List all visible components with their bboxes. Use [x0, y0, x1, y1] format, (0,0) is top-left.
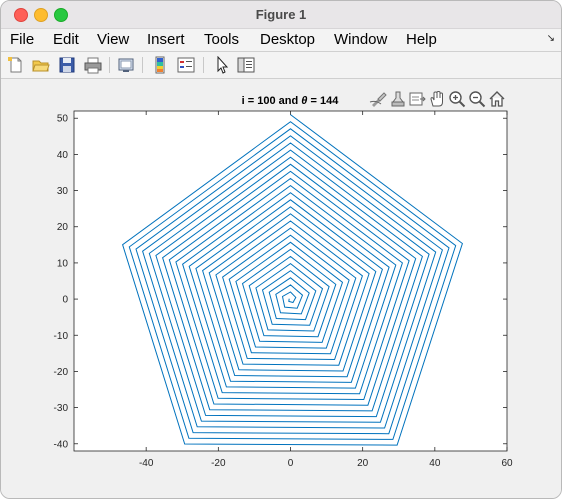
menu-tools[interactable]: Tools [204, 31, 240, 48]
insert-legend-icon[interactable] [177, 56, 195, 74]
plot-title-prefix: i = 100 and [241, 95, 302, 107]
y-tick-label: 40 [57, 150, 69, 161]
x-tick-label: 20 [357, 458, 369, 469]
star-spiral-line [122, 114, 463, 446]
pointer-icon[interactable] [213, 56, 231, 74]
menu-help[interactable]: Help [406, 31, 437, 48]
property-inspector-icon[interactable] [237, 56, 255, 74]
menu-edit[interactable]: Edit [53, 31, 79, 48]
window-title: Figure 1 [255, 7, 307, 22]
zoom-out-icon[interactable] [468, 90, 486, 108]
export-icon[interactable] [408, 90, 426, 108]
y-tick-label: 10 [57, 258, 69, 269]
menu-file[interactable]: File [10, 31, 35, 48]
figure-toolbar [1, 52, 561, 79]
menu-window[interactable]: Window [334, 31, 388, 48]
brush-icon[interactable] [369, 90, 387, 108]
open-file-icon[interactable] [32, 56, 50, 74]
y-tick-label: 50 [57, 114, 69, 125]
x-tick-label: 0 [288, 458, 294, 469]
title-bar: Figure 1 [1, 1, 561, 29]
y-tick-label: 20 [57, 222, 69, 233]
plot-title: i = 100 and θ = 144 [185, 95, 395, 107]
plot-title-suffix: = 144 [307, 95, 339, 107]
toolbar-separator [142, 57, 143, 73]
toolbar-separator [203, 57, 204, 73]
minimize-window-button[interactable] [34, 8, 48, 22]
zoom-in-icon[interactable] [448, 90, 466, 108]
y-tick-label: -40 [54, 439, 69, 450]
menu-view[interactable]: View [97, 31, 130, 48]
toolbar-separator [109, 57, 110, 73]
menu-desktop[interactable]: Desktop [260, 31, 316, 48]
menu-insert[interactable]: Insert [147, 31, 185, 48]
close-window-button[interactable] [14, 8, 28, 22]
x-tick-label: 60 [501, 458, 513, 469]
plot-title-theta: θ [301, 95, 308, 107]
y-tick-label: -20 [54, 367, 69, 378]
save-icon[interactable] [58, 56, 76, 74]
axes-background [73, 110, 508, 452]
y-tick-label: -10 [54, 331, 69, 342]
x-tick-label: -40 [139, 458, 154, 469]
link-figure-icon[interactable] [117, 56, 135, 74]
new-figure-icon[interactable] [7, 56, 25, 74]
print-icon[interactable] [84, 56, 102, 74]
y-tick-label: 0 [62, 295, 68, 306]
dock-arrow-icon[interactable]: ↘ [546, 33, 555, 44]
x-tick-label: -20 [211, 458, 226, 469]
menu-bar: File Edit View Insert Tools Desktop Wind… [1, 29, 561, 52]
x-tick-label: 40 [429, 458, 441, 469]
insert-colorbar-icon[interactable] [151, 56, 169, 74]
maximize-window-button[interactable] [54, 8, 68, 22]
home-icon[interactable] [488, 90, 506, 108]
data-tips-icon[interactable] [389, 90, 407, 108]
y-tick-label: -30 [54, 403, 69, 414]
y-tick-label: 30 [57, 186, 69, 197]
pan-icon[interactable] [428, 90, 446, 108]
